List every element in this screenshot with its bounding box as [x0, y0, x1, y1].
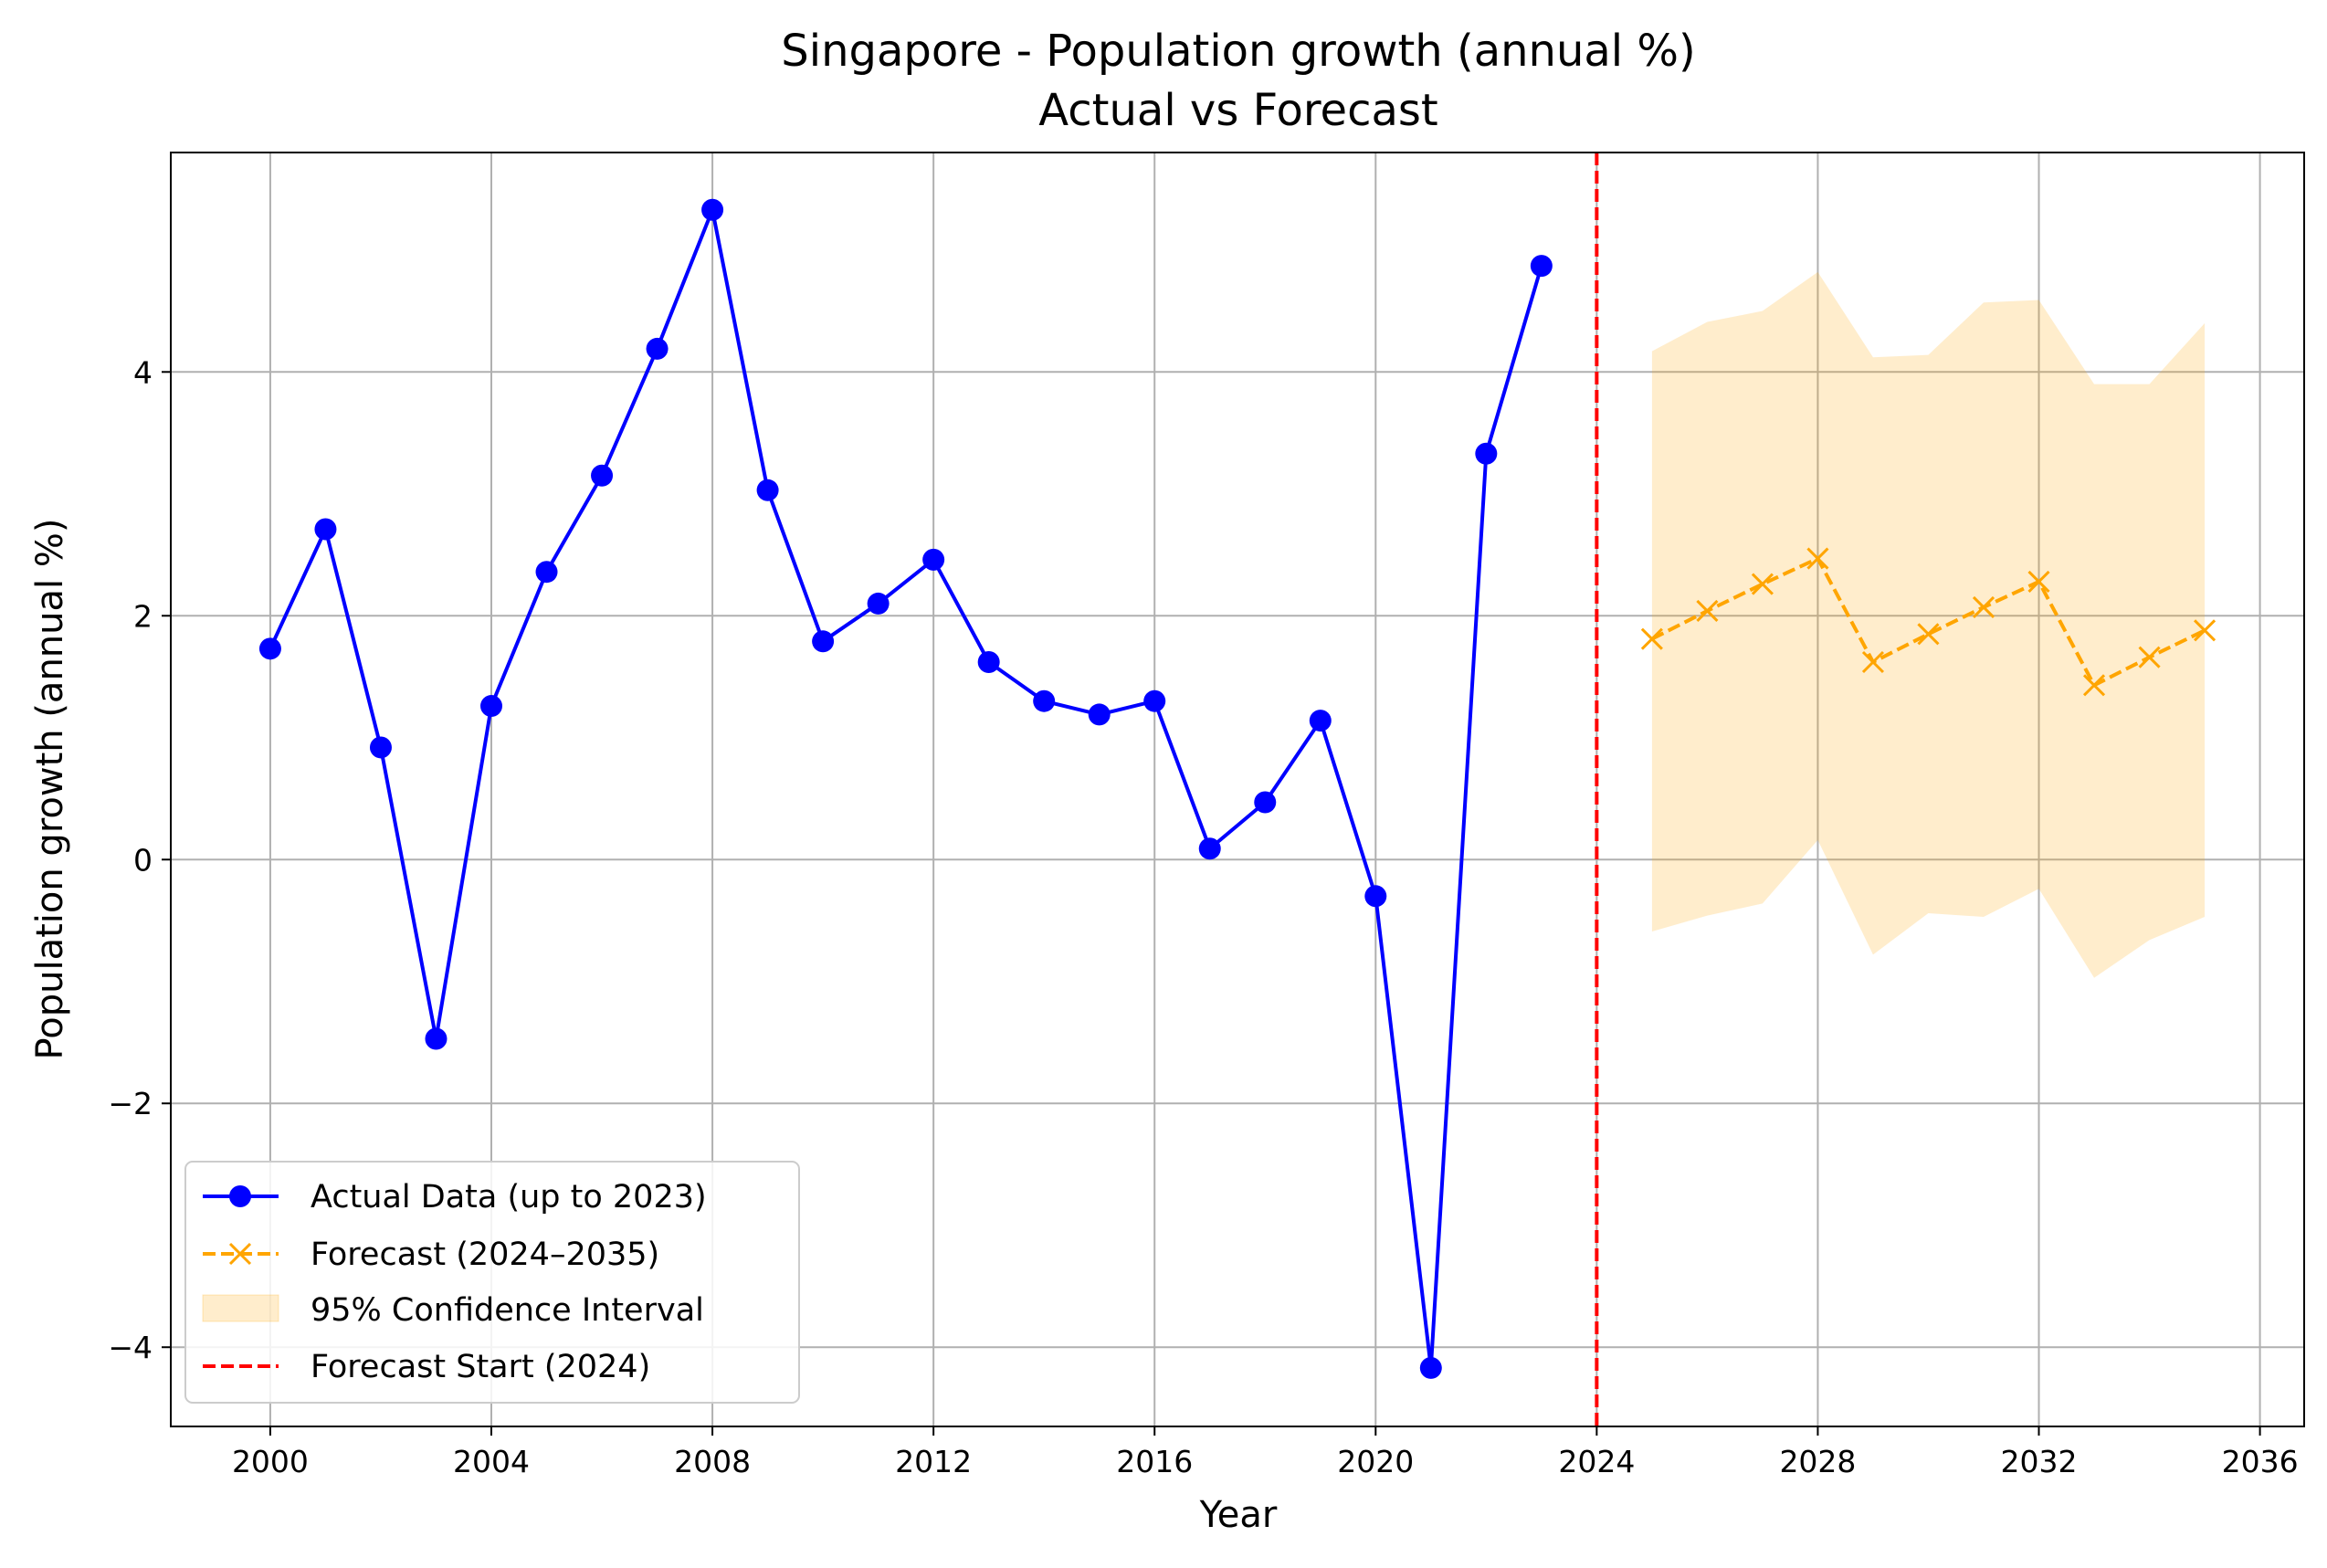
data-point — [314, 518, 337, 541]
legend-label-forecast: Forecast (2024–2035) — [311, 1237, 659, 1273]
legend-marker — [228, 1242, 252, 1266]
y-tick-label: −4 — [108, 1330, 153, 1365]
data-point — [646, 337, 669, 360]
x-tick-label: 2032 — [2001, 1444, 2078, 1479]
x-tick-label: 2036 — [2222, 1444, 2299, 1479]
legend-label-forecast-start: Forecast Start (2024) — [311, 1349, 650, 1385]
marker-stroke — [1696, 599, 1719, 622]
data-point — [922, 548, 945, 571]
marker-stroke — [2082, 674, 2106, 697]
data-point — [1751, 573, 1774, 595]
y-axis-ticks: −4 −2 0 2 4 — [108, 354, 171, 1365]
data-point — [1364, 885, 1387, 908]
data-point — [867, 592, 890, 615]
legend-symbol-actual — [203, 1185, 279, 1207]
x-tick-label: 2000 — [232, 1444, 309, 1479]
y-axis-label: Population growth (annual %) — [29, 519, 71, 1060]
data-point — [1861, 650, 1885, 674]
x-tick-label: 2008 — [674, 1444, 751, 1479]
y-tick-label: −2 — [108, 1086, 153, 1121]
data-point — [1530, 255, 1553, 278]
data-point — [2027, 570, 2050, 593]
marker-stroke — [228, 1242, 252, 1266]
x-tick-label: 2024 — [1558, 1444, 1635, 1479]
plot-frame — [170, 152, 2305, 1427]
marker-stroke — [1861, 650, 1885, 674]
confidence-interval-layer — [1651, 271, 2206, 978]
x-tick-label: 2028 — [1779, 1444, 1856, 1479]
data-point — [1475, 442, 1498, 465]
series-layer — [258, 198, 2216, 1379]
data-point — [2138, 646, 2161, 668]
series-line-1 — [1650, 556, 2206, 688]
legend-symbol-forecast — [203, 1242, 279, 1266]
marker-stroke — [2027, 570, 2050, 593]
data-point — [2194, 619, 2216, 642]
marker-stroke — [2194, 619, 2216, 642]
data-point — [1033, 689, 1056, 712]
x-tick-label: 2012 — [895, 1444, 972, 1479]
marker-stroke — [1806, 547, 1829, 570]
data-point — [1806, 547, 1829, 570]
chart-subtitle: Actual vs Forecast — [1038, 85, 1437, 136]
x-tick-label: 2004 — [453, 1444, 530, 1479]
confidence-interval-band — [1651, 271, 2206, 978]
data-point — [756, 479, 779, 501]
legend-label-confidence-interval: 95% Confidence Interval — [311, 1292, 704, 1329]
data-point — [425, 1027, 448, 1050]
data-point — [2082, 674, 2106, 697]
marker-stroke — [1917, 623, 1940, 646]
x-tick-label: 2016 — [1116, 1444, 1193, 1479]
legend-marker — [229, 1185, 251, 1207]
legend: Actual Data (up to 2023) Forecast (2024–… — [184, 1161, 800, 1404]
data-point — [591, 464, 614, 487]
data-point — [977, 651, 1000, 673]
data-point — [1309, 710, 1332, 732]
data-point — [1143, 689, 1166, 712]
data-point — [1254, 791, 1277, 814]
data-point — [1640, 627, 1663, 650]
legend-symbol-confidence-interval — [202, 1294, 279, 1322]
data-point — [258, 637, 281, 660]
data-point — [812, 630, 835, 653]
data-point — [1696, 599, 1719, 622]
y-tick-label: 0 — [133, 842, 153, 878]
data-point — [535, 561, 558, 584]
x-axis-ticks: 2000 2004 2008 2012 2016 2020 2024 2028 2032 2036 — [232, 1426, 2299, 1479]
marker-stroke — [1640, 627, 1663, 650]
marker-stroke — [2138, 646, 2161, 668]
data-point — [1419, 1356, 1442, 1379]
data-point — [701, 198, 724, 221]
data-point — [1198, 837, 1221, 860]
data-point — [1917, 623, 1940, 646]
chart-title: Singapore - Population growth (annual %) — [781, 26, 1695, 77]
data-point — [1088, 703, 1111, 726]
data-point — [369, 736, 392, 759]
marker-stroke — [1972, 595, 1995, 618]
data-point — [1972, 595, 1995, 618]
data-point — [480, 695, 503, 718]
x-axis-label: Year — [1199, 1494, 1278, 1536]
y-tick-label: 2 — [133, 598, 153, 634]
legend-box — [184, 1161, 800, 1404]
marker-stroke — [1751, 573, 1774, 595]
legend-label-actual: Actual Data (up to 2023) — [311, 1179, 707, 1215]
x-tick-label: 2020 — [1337, 1444, 1414, 1479]
y-tick-label: 4 — [133, 354, 153, 390]
series-line-0 — [268, 207, 1543, 1370]
